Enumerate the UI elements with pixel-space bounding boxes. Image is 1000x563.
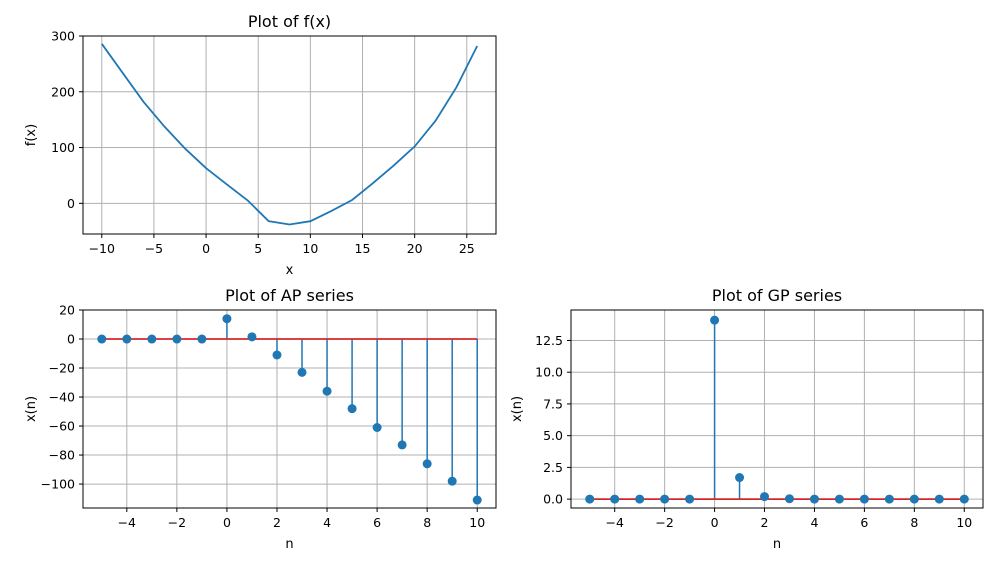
stem-marker bbox=[397, 440, 407, 450]
stem-marker bbox=[322, 386, 332, 396]
stem-marker bbox=[710, 315, 720, 325]
y-tick-label: 200 bbox=[51, 84, 75, 99]
y-tick-label: 0 bbox=[67, 332, 75, 347]
plot-title: Plot of AP series bbox=[225, 286, 354, 305]
x-axis-label: x bbox=[286, 263, 294, 278]
plot-title: Plot of GP series bbox=[712, 286, 842, 305]
x-tick-label: 2 bbox=[761, 515, 769, 530]
stem-marker bbox=[660, 494, 670, 504]
x-tick-label: −4 bbox=[118, 515, 136, 530]
x-tick-label: 10 bbox=[956, 515, 972, 530]
x-tick-label: −5 bbox=[145, 241, 163, 256]
stem-marker bbox=[884, 494, 894, 504]
x-tick-label: 0 bbox=[202, 241, 210, 256]
y-tick-label: 0 bbox=[67, 196, 75, 211]
x-tick-label: −2 bbox=[168, 515, 186, 530]
stem-marker bbox=[422, 459, 432, 469]
stem-marker bbox=[372, 422, 382, 432]
x-tick-label: 8 bbox=[423, 515, 431, 530]
stem-marker bbox=[272, 350, 282, 360]
axes-frame bbox=[82, 309, 497, 509]
x-tick-label: 20 bbox=[407, 241, 423, 256]
x-tick-label: 0 bbox=[223, 515, 231, 530]
axes-frame bbox=[570, 309, 984, 509]
y-tick-label: 0.0 bbox=[543, 492, 563, 507]
stem-marker bbox=[172, 334, 182, 344]
x-tick-label: 25 bbox=[459, 241, 475, 256]
stem-marker bbox=[297, 367, 307, 377]
y-axis-label: f(x) bbox=[24, 124, 39, 146]
y-tick-label: 20 bbox=[59, 303, 75, 318]
stem-marker bbox=[610, 494, 620, 504]
x-axis-label: n bbox=[285, 537, 293, 552]
y-tick-label: −100 bbox=[41, 477, 75, 492]
stem-marker bbox=[585, 494, 595, 504]
x-tick-label: 6 bbox=[373, 515, 381, 530]
stem-marker bbox=[784, 494, 794, 504]
series-line bbox=[101, 43, 479, 226]
y-tick-label: 2.5 bbox=[543, 460, 563, 475]
stem-marker bbox=[635, 494, 645, 504]
stem-marker bbox=[834, 494, 844, 504]
y-tick-label: −60 bbox=[49, 419, 75, 434]
y-tick-label: 5.0 bbox=[543, 428, 563, 443]
stem-marker bbox=[122, 334, 132, 344]
x-tick-label: 8 bbox=[910, 515, 918, 530]
x-tick-label: 4 bbox=[810, 515, 818, 530]
y-tick-label: 10.0 bbox=[535, 365, 563, 380]
stem-marker bbox=[760, 492, 770, 502]
x-tick-label: 6 bbox=[860, 515, 868, 530]
x-axis-label: n bbox=[773, 537, 781, 552]
x-tick-label: 10 bbox=[302, 241, 318, 256]
x-tick-label: 0 bbox=[711, 515, 719, 530]
gp-series-plot: −4 −2 0 2 4 6 8 10 0.0 2.5 5.0 7.5 10.0 12.5 Plot of G… bbox=[510, 286, 984, 552]
stem-marker bbox=[735, 473, 745, 483]
axes-frame bbox=[82, 35, 497, 235]
stem-marker bbox=[447, 476, 457, 486]
stem-marker bbox=[197, 334, 207, 344]
stem-marker bbox=[472, 495, 482, 505]
y-axis-label: x(n) bbox=[24, 396, 39, 422]
x-tick-label: −4 bbox=[605, 515, 623, 530]
y-tick-label: −20 bbox=[49, 361, 75, 376]
y-axis-label: x(n) bbox=[510, 396, 525, 422]
x-tick-label: −10 bbox=[89, 241, 115, 256]
y-tick-label: 300 bbox=[51, 29, 75, 44]
stem-marker bbox=[859, 494, 869, 504]
stem-marker bbox=[97, 334, 107, 344]
stem-marker bbox=[247, 332, 257, 342]
x-tick-label: 5 bbox=[254, 241, 262, 256]
stem-marker bbox=[934, 494, 944, 504]
y-tick-label: 12.5 bbox=[535, 333, 563, 348]
x-tick-label: 10 bbox=[469, 515, 485, 530]
y-tick-label: −40 bbox=[49, 390, 75, 405]
x-tick-label: 2 bbox=[273, 515, 281, 530]
stem-marker bbox=[685, 494, 695, 504]
stem-marker bbox=[959, 494, 969, 504]
x-tick-label: 15 bbox=[355, 241, 371, 256]
x-tick-label: −2 bbox=[655, 515, 673, 530]
stem-marker bbox=[909, 494, 919, 504]
y-tick-label: 100 bbox=[51, 140, 75, 155]
stem-marker bbox=[222, 314, 232, 324]
stem-marker bbox=[809, 494, 819, 504]
stem-marker bbox=[347, 404, 357, 414]
fx-plot: −10 −5 0 5 10 15 20 25 0 100 200 300 Plot of f(x) x f(… bbox=[24, 12, 497, 278]
plot-title: Plot of f(x) bbox=[248, 12, 331, 31]
stem-marker bbox=[147, 334, 157, 344]
x-tick-label: 4 bbox=[323, 515, 331, 530]
y-tick-label: −80 bbox=[49, 448, 75, 463]
y-tick-label: 7.5 bbox=[543, 396, 563, 411]
